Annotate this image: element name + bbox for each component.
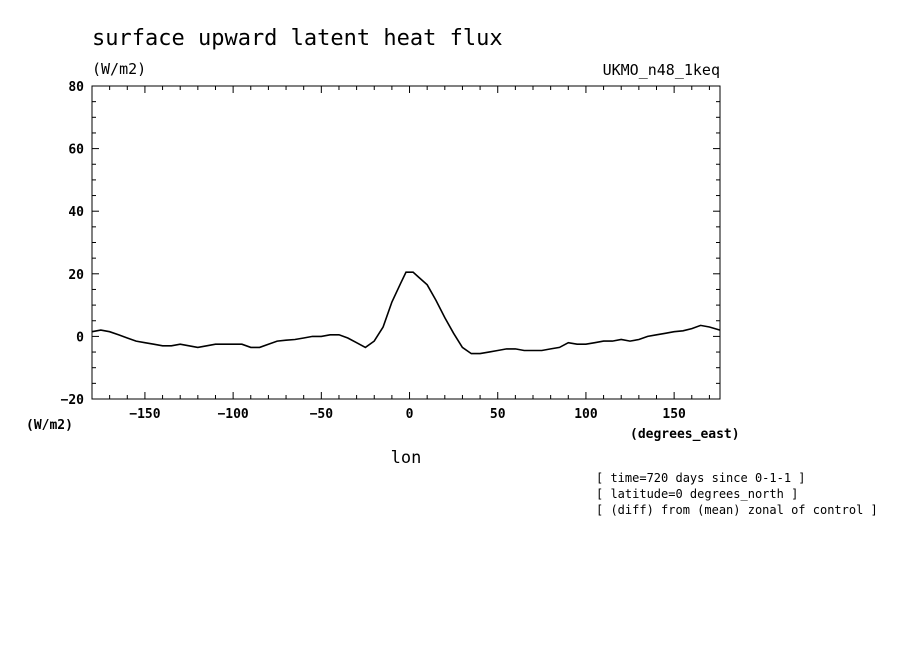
annotation-time: [ time=720 days since 0-1-1 ] xyxy=(596,471,806,485)
x-tick-label: 150 xyxy=(662,407,686,422)
x-tick-label: 100 xyxy=(574,407,598,422)
y-tick-label: 80 xyxy=(68,80,84,95)
y-unit-bottom: (W/m2) xyxy=(26,418,73,433)
annotation-latitude: [ latitude=0 degrees_north ] xyxy=(596,487,798,501)
y-tick-label: 40 xyxy=(68,205,84,220)
x-unit-label: (degrees_east) xyxy=(630,427,740,442)
y-tick-label: 60 xyxy=(68,143,84,158)
ticks xyxy=(92,85,720,400)
x-tick-label: −150 xyxy=(129,407,160,422)
x-tick-label: 50 xyxy=(490,407,506,422)
plot-frame xyxy=(91,85,721,400)
x-tick-label: 0 xyxy=(406,407,414,422)
series-line xyxy=(91,271,721,355)
y-unit-top: (W/m2) xyxy=(92,60,146,78)
x-tick-label: −50 xyxy=(310,407,334,422)
y-tick-label: −20 xyxy=(61,393,85,408)
dataset-label: UKMO_n48_1keq xyxy=(603,61,720,79)
x-tick-label: −100 xyxy=(217,407,248,422)
tick-labels: −150 −100 −50 0 50 100 150 −20 0 20 40 60 80 xyxy=(61,80,687,422)
y-tick-label: 0 xyxy=(76,330,84,345)
y-tick-label: 20 xyxy=(68,268,84,283)
x-axis-label: lon xyxy=(391,448,422,468)
chart-title: surface upward latent heat flux xyxy=(92,26,503,51)
annotation-diff: [ (diff) from (mean) zonal of control ] xyxy=(596,503,878,517)
